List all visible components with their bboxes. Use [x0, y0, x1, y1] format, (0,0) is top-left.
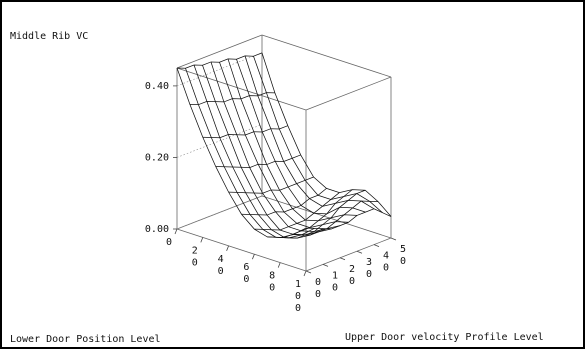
mesh-line-y	[236, 59, 366, 215]
x-tick	[226, 245, 229, 251]
z-tick-label: 0.20	[145, 152, 169, 163]
mesh-line-y	[193, 64, 324, 239]
bounding-box	[176, 34, 392, 272]
y-tick	[305, 270, 312, 274]
x-tick-label: 0	[166, 237, 172, 248]
box-edge	[176, 228, 307, 272]
y-tick	[390, 237, 397, 241]
z-gridline	[176, 52, 263, 87]
y-axis-label: Upper Door velocity Profile Level	[345, 332, 544, 343]
box-edge	[305, 76, 392, 111]
box-edge	[261, 195, 392, 239]
box-edge	[176, 34, 263, 69]
mesh-line-y	[253, 56, 383, 213]
x-tick	[303, 270, 307, 277]
x-tick	[174, 228, 178, 235]
mesh-line-x	[202, 125, 288, 139]
x-tick	[277, 262, 281, 268]
axis-ticks: 0.00 0.20 0.40 0 2 0 4 0 6 0 8 0 1 0 0 0 0 1 0 2 0 3 0 4 0 5 0	[145, 81, 406, 314]
x-tick	[200, 237, 204, 243]
z-tick-label: 0.00	[145, 224, 169, 235]
mesh-line-y	[210, 61, 341, 232]
z-gridline	[176, 195, 263, 230]
x-tick	[252, 254, 255, 260]
mesh-line-x	[176, 52, 263, 69]
mesh-line-y	[185, 68, 315, 239]
box-edge	[176, 67, 307, 111]
mesh-line-y	[176, 67, 307, 238]
mesh-line-x	[241, 188, 327, 216]
box-edge	[261, 34, 392, 78]
x-axis-label: Lower Door Position Level	[10, 334, 161, 345]
mesh-line-y	[202, 65, 332, 236]
y-tick	[356, 250, 363, 254]
mesh-line-y	[244, 55, 375, 210]
mesh-line-y	[219, 62, 349, 228]
z-axis-label: Middle Rib VC	[10, 31, 89, 42]
y-tick	[373, 244, 380, 247]
box-edge	[305, 237, 392, 272]
y-tick	[339, 257, 346, 261]
mesh-line-x	[228, 176, 314, 194]
z-gridline	[176, 124, 263, 158]
mesh-line-y	[227, 58, 358, 222]
z-tick-label: 0.40	[145, 81, 169, 92]
mesh-line-y	[261, 52, 392, 217]
surface-mesh	[176, 52, 392, 239]
y-tick	[322, 264, 329, 267]
gridlines	[176, 52, 263, 230]
